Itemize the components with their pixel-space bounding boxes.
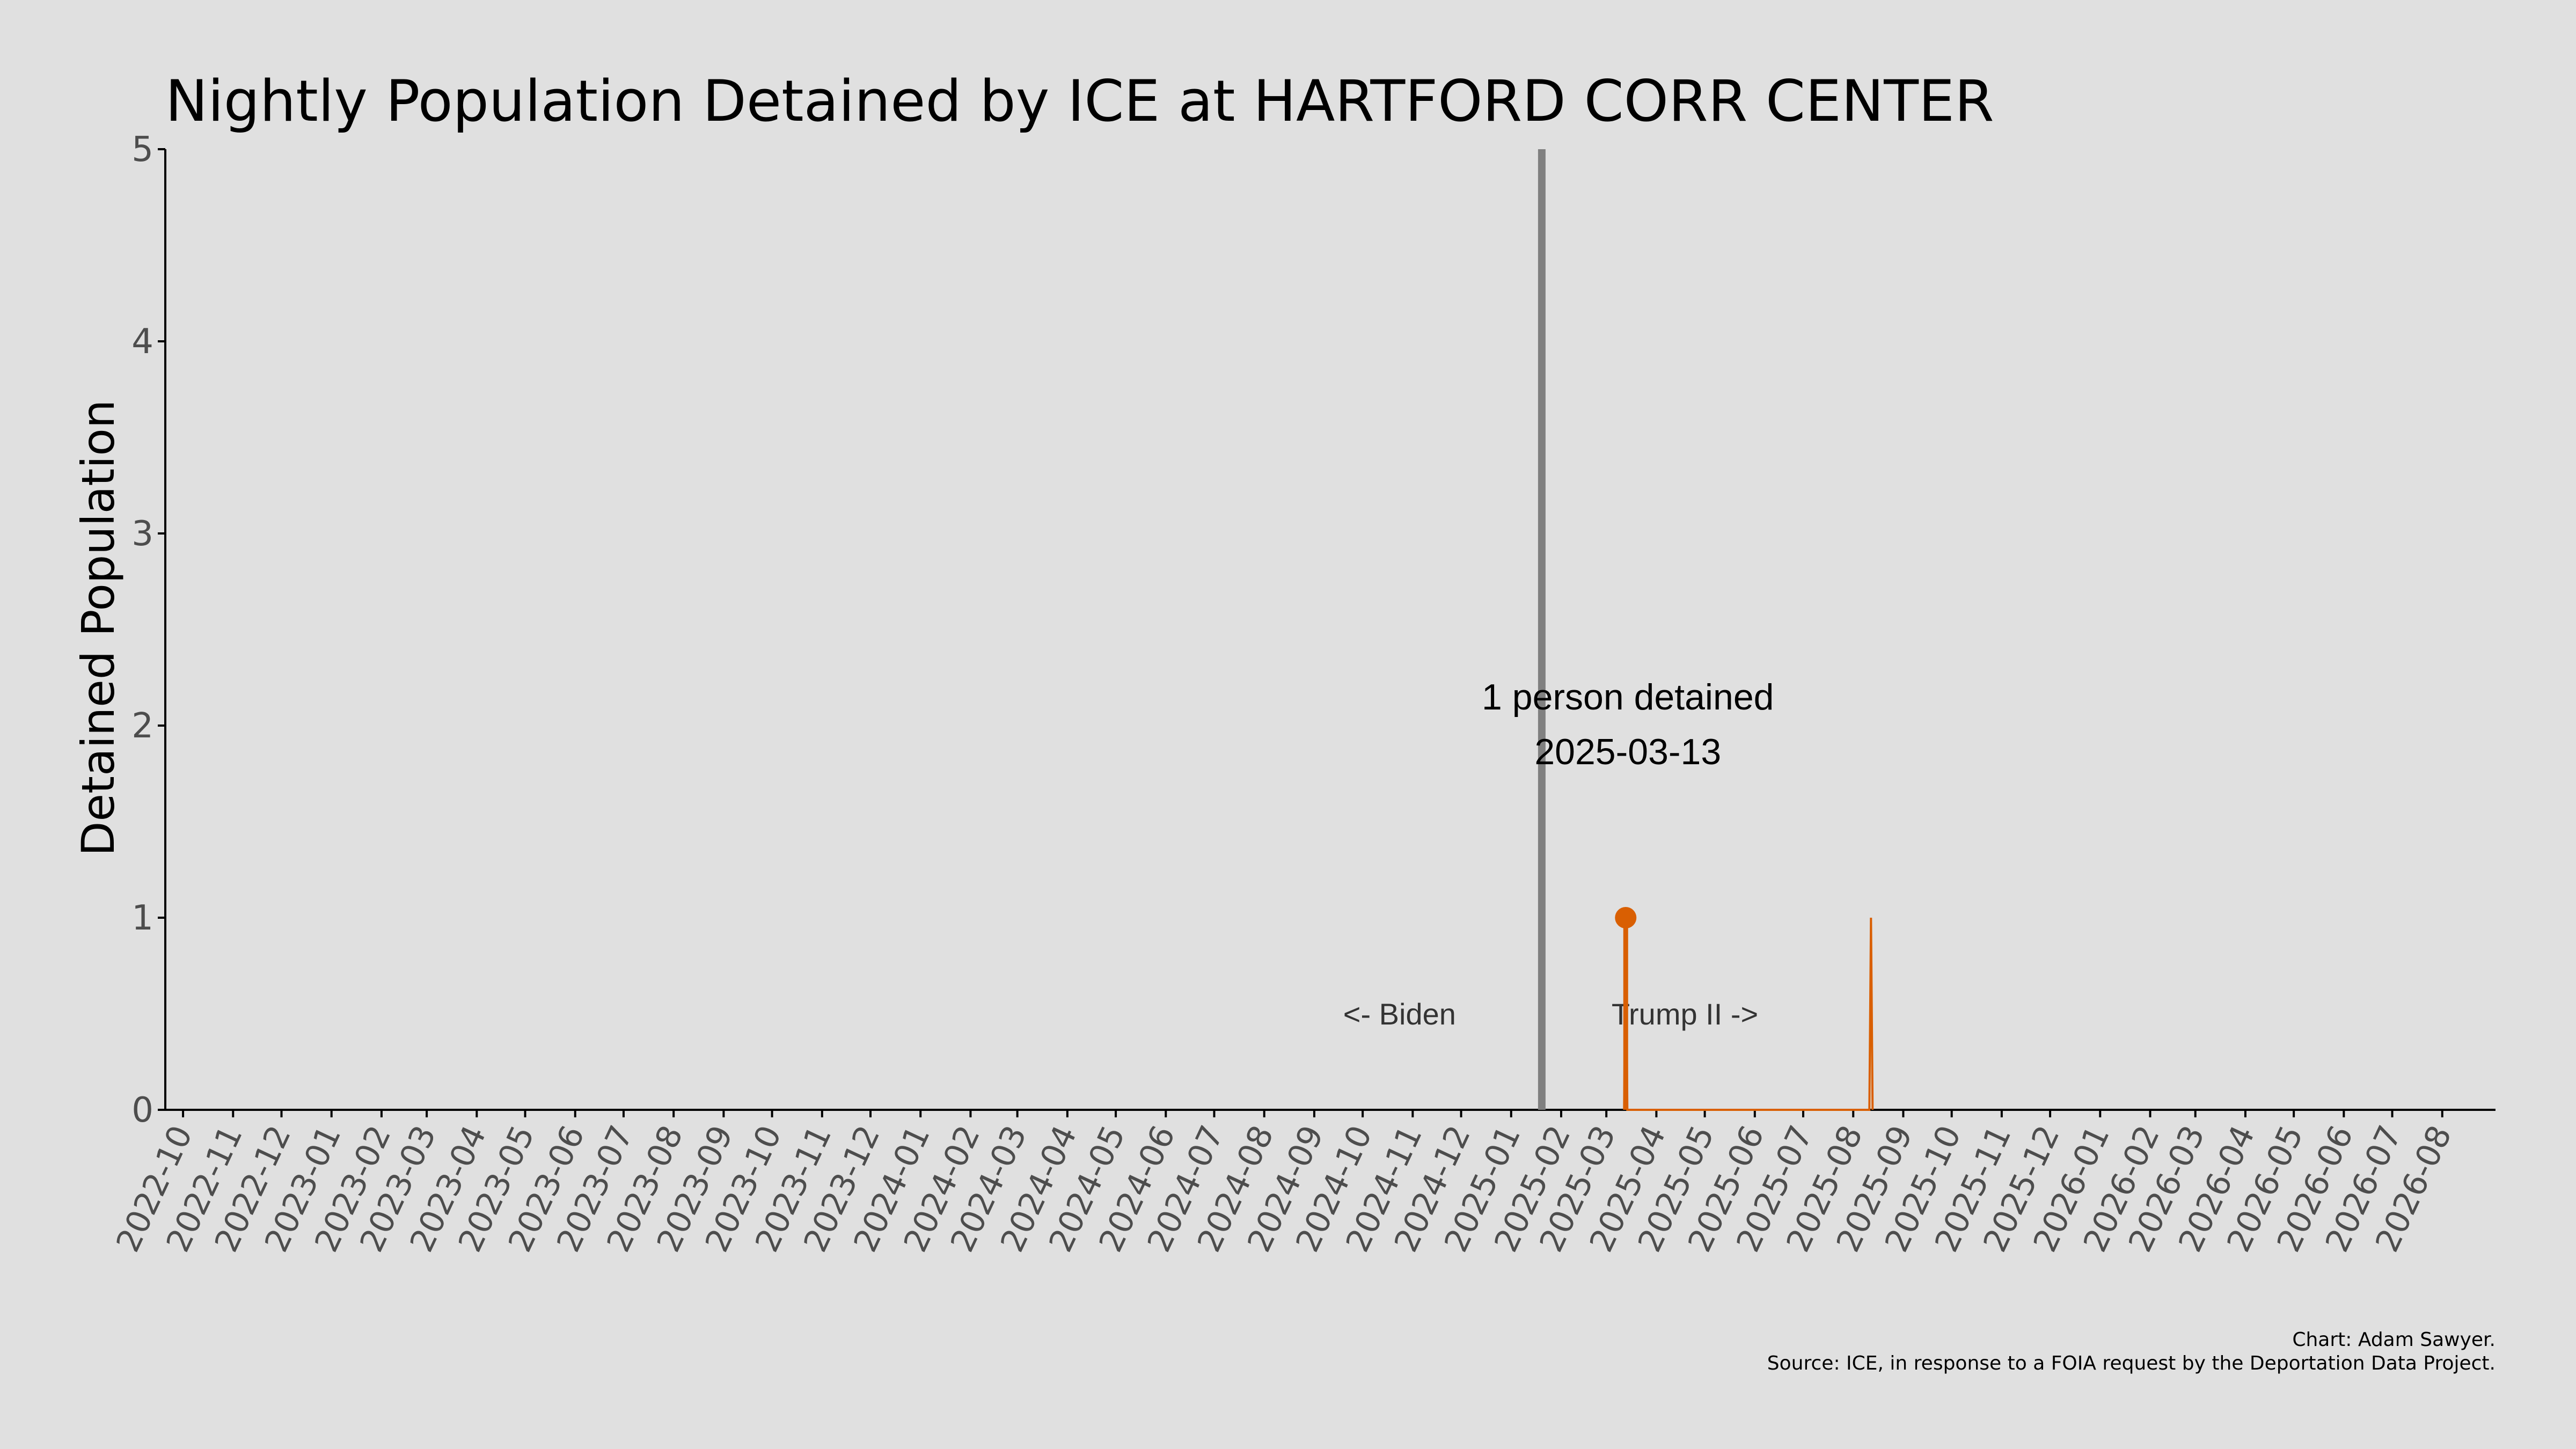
caption-source: Source: ICE, in response to a FOIA reque… bbox=[1767, 1352, 2496, 1374]
caption-credit: Chart: Adam Sawyer. bbox=[2292, 1329, 2496, 1351]
era-label-trump: Trump II -> bbox=[1612, 997, 1758, 1031]
y-tick-label: 2 bbox=[131, 706, 153, 746]
y-tick-label: 4 bbox=[131, 322, 153, 362]
peak-annotation: 1 person detained bbox=[1482, 677, 1774, 718]
y-axis-label: Detained Population bbox=[72, 400, 125, 856]
plot-area: 0123452022-102022-112022-122023-012023-0… bbox=[109, 130, 2496, 1258]
y-tick-label: 3 bbox=[131, 514, 153, 554]
y-tick-label: 5 bbox=[131, 130, 153, 170]
era-label-biden: <- Biden bbox=[1343, 997, 1456, 1031]
highlight-point bbox=[1615, 907, 1637, 928]
y-tick-label: 0 bbox=[131, 1091, 153, 1130]
peak-annotation-date: 2025-03-13 bbox=[1534, 731, 1721, 772]
y-tick-label: 1 bbox=[131, 898, 153, 938]
chart-title: Nightly Population Detained by ICE at HA… bbox=[165, 68, 1994, 134]
